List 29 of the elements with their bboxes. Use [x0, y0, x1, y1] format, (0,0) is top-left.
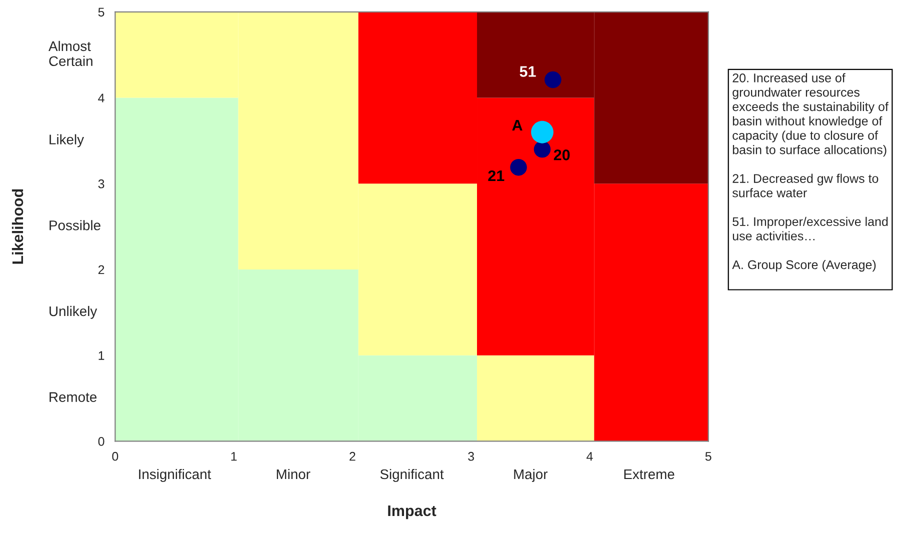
- y-tick-label: 2: [98, 265, 104, 274]
- text: Almost Certain: [48, 40, 92, 66]
- annotation: 51: [520, 66, 536, 77]
- y-tick-label: 5: [98, 8, 104, 17]
- y-tick-label: 3: [98, 179, 104, 188]
- x-tick-label: 3: [468, 452, 474, 461]
- y-tick-label: 4: [98, 94, 104, 102]
- text: Unlikely: [50, 306, 98, 319]
- annotation: 20: [554, 150, 570, 160]
- x-tick-label: 0: [112, 452, 118, 461]
- y-axis-title: Likelihood: [12, 189, 24, 264]
- text: Extreme: [624, 469, 674, 480]
- text: Minor: [276, 468, 310, 480]
- x-tick-label: 2: [350, 452, 356, 461]
- x-tick-label: 4: [586, 452, 593, 461]
- text: Insignificant: [139, 468, 212, 482]
- x-tick-label: 1: [231, 452, 237, 461]
- text: Possible: [50, 220, 100, 230]
- text: Major: [514, 468, 548, 482]
- y-tick-label: 0: [98, 436, 104, 446]
- text: Remote: [50, 392, 97, 402]
- x-axis-title: Impact: [388, 505, 436, 520]
- text: Likely: [50, 134, 84, 148]
- annotation: A: [512, 120, 522, 131]
- annotation: 21: [488, 170, 504, 181]
- text: 20. Increased use of groundwater resources exceeds the sustainability of basin without knowledge of capacity (due to closure of basin to surface allocations) 21. Decreased gw flows to surface water 51. Improper/excessive land use activities… A. Group Score (Average): [732, 73, 888, 272]
- text: Significant: [380, 468, 444, 482]
- y-tick-label: 1: [98, 351, 104, 360]
- x-tick-label: 5: [705, 452, 712, 461]
